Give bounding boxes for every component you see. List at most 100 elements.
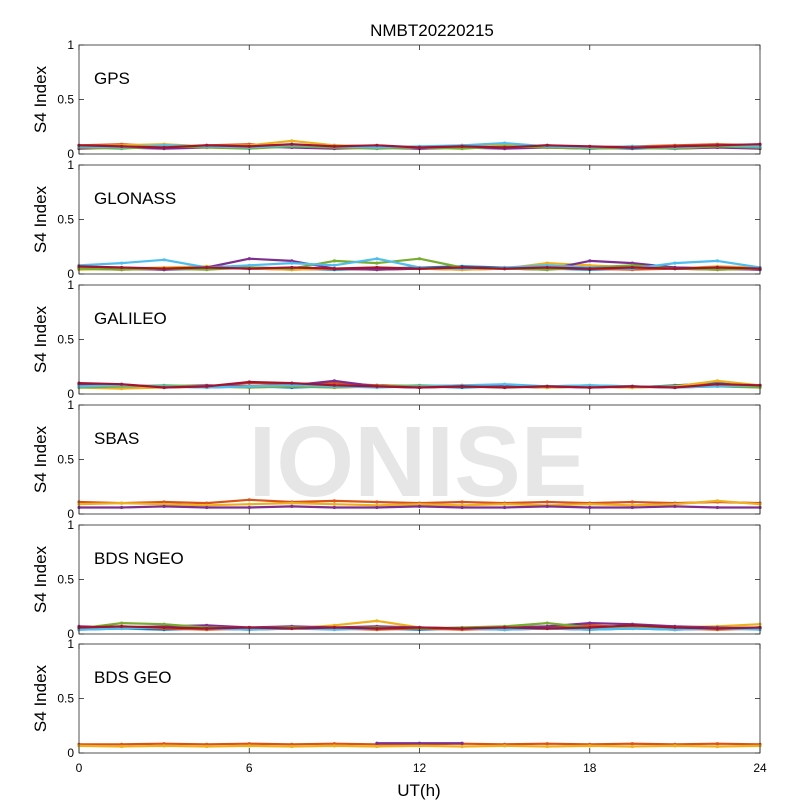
- data-point: [417, 741, 422, 745]
- y-tick-label: 0: [67, 387, 74, 401]
- data-point: [290, 504, 294, 508]
- data-point: [588, 263, 592, 267]
- data-point: [460, 500, 464, 504]
- data-point: [460, 144, 464, 148]
- data-point: [247, 257, 251, 261]
- x-tick-labels: 0 6 12 18 24: [76, 761, 767, 775]
- data-point: [120, 387, 124, 391]
- data-point: [332, 625, 336, 630]
- data-point: [503, 505, 507, 510]
- data-point: [375, 257, 379, 261]
- data-point: [715, 379, 720, 383]
- plot-area: [79, 45, 760, 154]
- data-point: [588, 267, 592, 271]
- data-point: [588, 625, 592, 630]
- data-point: [630, 384, 634, 388]
- data-point: [673, 502, 677, 506]
- panel-bds-geo: 0 0.5 1 S4 Index BDS GEO: [31, 637, 762, 760]
- panel-label: BDS NGEO: [94, 549, 184, 568]
- y-tick-label: 1: [67, 278, 74, 292]
- data-point: [460, 503, 464, 507]
- data-point: [290, 626, 294, 631]
- data-point: [630, 505, 634, 510]
- data-point: [290, 142, 294, 146]
- data-point: [290, 381, 294, 385]
- data-point: [120, 621, 124, 625]
- data-point: [162, 145, 166, 150]
- data-point: [205, 501, 209, 505]
- data-point: [630, 261, 634, 265]
- y-tick-label: 0: [67, 267, 74, 281]
- plot-area: [79, 165, 760, 274]
- data-point: [673, 261, 677, 265]
- data-point: [503, 502, 507, 506]
- data-point: [247, 742, 251, 746]
- data-point: [545, 626, 549, 631]
- data-point: [460, 626, 464, 631]
- x-tick-label: 24: [753, 761, 767, 775]
- data-point: [120, 382, 124, 386]
- data-point: [545, 744, 549, 749]
- data-point: [588, 623, 592, 627]
- data-point: [460, 147, 464, 151]
- data-point: [162, 744, 166, 748]
- data-point: [715, 744, 720, 749]
- panels: 0 0.5 1 S4 Index GPS 0 0.5 1 S4 Index GLONASS 0 0.5…: [31, 38, 762, 760]
- y-tick-label: 0: [67, 746, 74, 760]
- data-point: [290, 261, 294, 265]
- data-point: [375, 145, 379, 150]
- y-axis-label: S4 Index: [31, 545, 50, 613]
- y-tick-label: 0.5: [57, 213, 74, 227]
- data-point: [715, 259, 720, 263]
- data-point: [162, 385, 166, 390]
- data-point: [417, 257, 422, 261]
- data-point: [205, 384, 209, 388]
- data-point: [205, 505, 209, 510]
- plot-area: [79, 285, 760, 394]
- data-point: [120, 505, 124, 510]
- data-point: [247, 380, 251, 384]
- y-tick-label: 1: [67, 637, 74, 651]
- data-point: [545, 621, 549, 625]
- data-point: [120, 501, 124, 505]
- data-point: [162, 742, 166, 746]
- plot-area: [79, 644, 760, 753]
- data-point: [332, 259, 336, 263]
- data-point: [503, 744, 507, 748]
- data-point: [375, 143, 379, 147]
- data-point: [205, 626, 209, 631]
- data-point: [247, 384, 251, 388]
- data-point: [332, 623, 336, 627]
- series: [375, 741, 464, 745]
- data-point: [545, 261, 549, 265]
- data-point: [120, 744, 124, 749]
- data-point: [375, 619, 379, 623]
- data-point: [162, 143, 166, 147]
- watermark-text: IONISE: [249, 406, 588, 518]
- data-point: [630, 623, 634, 627]
- data-point: [247, 744, 251, 748]
- data-point: [290, 139, 294, 143]
- data-point: [290, 742, 294, 746]
- data-point: [205, 744, 209, 749]
- data-point: [630, 145, 634, 150]
- data-point: [162, 502, 166, 506]
- data-point: [290, 501, 294, 505]
- data-point: [417, 145, 422, 150]
- data-point: [630, 265, 634, 270]
- data-point: [375, 741, 379, 745]
- data-point: [332, 505, 336, 510]
- data-point: [162, 625, 166, 630]
- data-point: [630, 744, 634, 749]
- y-tick-label: 0: [67, 627, 74, 641]
- data-point: [503, 145, 507, 150]
- data-point: [205, 623, 209, 627]
- data-point: [332, 502, 336, 506]
- x-tick-label: 18: [583, 761, 597, 775]
- y-tick-label: 0: [67, 147, 74, 161]
- data-point: [375, 505, 379, 510]
- panel-sbas: 0 0.5 1 S4 Index SBAS: [31, 398, 762, 521]
- data-point: [673, 625, 677, 630]
- data-point: [417, 504, 422, 508]
- data-point: [247, 505, 251, 510]
